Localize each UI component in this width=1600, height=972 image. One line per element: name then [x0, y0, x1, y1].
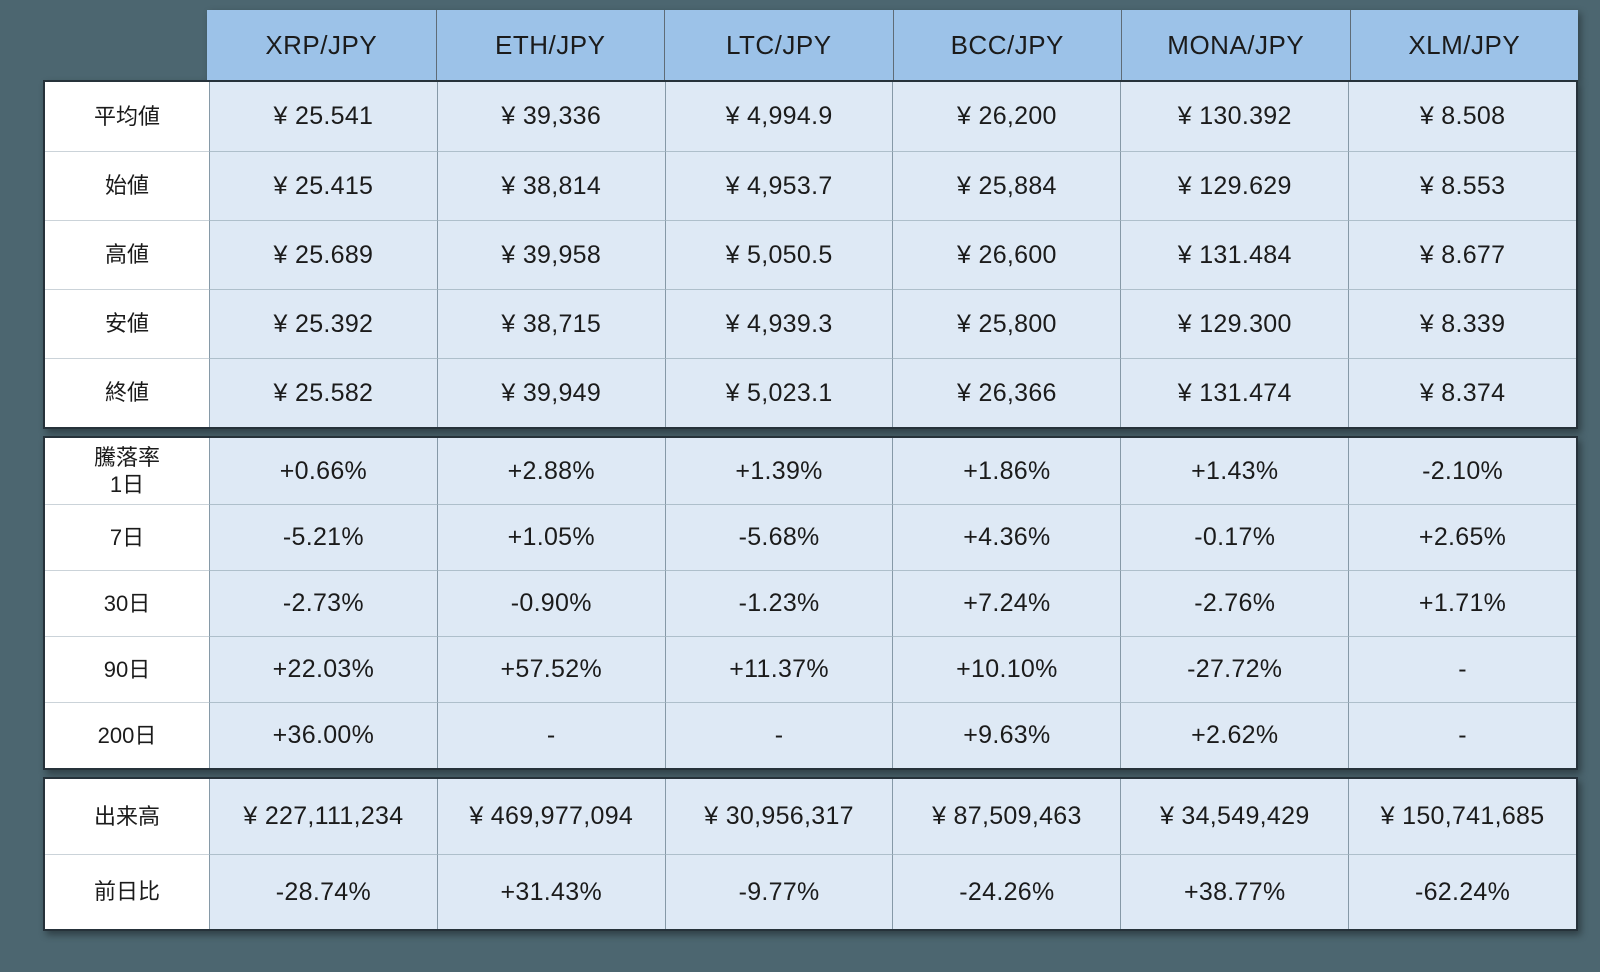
value-cell: +2.65%: [1348, 504, 1576, 570]
row-label: 騰落率 1日: [45, 438, 209, 504]
value-cell: ¥ 39,958: [436, 220, 665, 289]
value-cell: -0.90%: [436, 570, 665, 636]
value-cell: ¥ 227,111,234: [209, 779, 437, 854]
value-cell: ¥ 34,549,429: [1120, 779, 1349, 854]
value-cell: -28.74%: [209, 854, 437, 929]
column-header-eth-jpy: ETH/JPY: [435, 10, 664, 80]
value-cell: -: [1348, 702, 1576, 768]
value-cell: -5.68%: [664, 504, 893, 570]
value-cell: +1.05%: [436, 504, 665, 570]
value-cell: +0.66%: [209, 438, 437, 504]
value-cell: -: [664, 702, 893, 768]
column-header-ltc-jpy: LTC/JPY: [664, 10, 893, 80]
value-cell: ¥ 38,715: [436, 289, 665, 358]
value-cell: ¥ 8.374: [1348, 358, 1576, 427]
column-header-mona-jpy: MONA/JPY: [1121, 10, 1350, 80]
value-cell: +31.43%: [436, 854, 665, 929]
table-block-rates: 騰落率 1日 +0.66% +2.88% +1.39% +1.86% +1.43% -2.1…: [43, 436, 1578, 770]
row-label: 高値: [45, 220, 209, 289]
value-cell: +38.77%: [1120, 854, 1349, 929]
value-cell: ¥ 8.508: [1348, 82, 1576, 151]
value-cell: ¥ 130.392: [1120, 82, 1349, 151]
value-cell: -0.17%: [1120, 504, 1349, 570]
value-cell: ¥ 131.484: [1120, 220, 1349, 289]
value-cell: -9.77%: [664, 854, 893, 929]
value-cell: ¥ 25.541: [209, 82, 437, 151]
value-cell: ¥ 4,953.7: [664, 151, 893, 220]
value-cell: ¥ 26,600: [892, 220, 1121, 289]
value-cell: ¥ 5,050.5: [664, 220, 893, 289]
value-cell: +2.62%: [1120, 702, 1349, 768]
row-label: 始値: [45, 151, 209, 220]
value-cell: ¥ 25,884: [892, 151, 1121, 220]
value-cell: ¥ 26,200: [892, 82, 1121, 151]
crypto-price-table: XRP/JPY ETH/JPY LTC/JPY BCC/JPY MONA/JPY…: [43, 10, 1578, 931]
value-cell: ¥ 25.582: [209, 358, 437, 427]
value-cell: ¥ 25,800: [892, 289, 1121, 358]
value-cell: +7.24%: [892, 570, 1121, 636]
row-label: 終値: [45, 358, 209, 427]
value-cell: +57.52%: [436, 636, 665, 702]
value-cell: ¥ 39,949: [436, 358, 665, 427]
row-label: 安値: [45, 289, 209, 358]
row-label: 90日: [45, 636, 209, 702]
table-block-volume: 出来高 ¥ 227,111,234 ¥ 469,977,094 ¥ 30,956,31…: [43, 777, 1578, 931]
table-blocks: 平均値 ¥ 25.541 ¥ 39,336 ¥ 4,994.9 ¥ 26,200 ¥ 13…: [43, 80, 1578, 931]
value-cell: +36.00%: [209, 702, 437, 768]
row-label: 平均値: [45, 82, 209, 151]
value-cell: ¥ 150,741,685: [1348, 779, 1576, 854]
value-cell: -2.73%: [209, 570, 437, 636]
value-cell: +1.43%: [1120, 438, 1349, 504]
value-cell: +4.36%: [892, 504, 1121, 570]
value-cell: +9.63%: [892, 702, 1121, 768]
row-label: 出来高: [45, 779, 209, 854]
value-cell: +22.03%: [209, 636, 437, 702]
value-cell: -: [436, 702, 665, 768]
value-cell: +1.86%: [892, 438, 1121, 504]
column-header-xrp-jpy: XRP/JPY: [207, 10, 436, 80]
value-cell: -1.23%: [664, 570, 893, 636]
row-label: 前日比: [45, 854, 209, 929]
row-label: 7日: [45, 504, 209, 570]
value-cell: +10.10%: [892, 636, 1121, 702]
value-cell: ¥ 129.629: [1120, 151, 1349, 220]
value-cell: ¥ 4,939.3: [664, 289, 893, 358]
value-cell: -5.21%: [209, 504, 437, 570]
value-cell: ¥ 8.677: [1348, 220, 1576, 289]
value-cell: ¥ 8.553: [1348, 151, 1576, 220]
value-cell: -62.24%: [1348, 854, 1576, 929]
column-header-row: XRP/JPY ETH/JPY LTC/JPY BCC/JPY MONA/JPY…: [207, 10, 1578, 80]
row-label: 30日: [45, 570, 209, 636]
value-cell: +11.37%: [664, 636, 893, 702]
value-cell: ¥ 129.300: [1120, 289, 1349, 358]
value-cell: -: [1348, 636, 1576, 702]
column-header-xlm-jpy: XLM/JPY: [1349, 10, 1578, 80]
value-cell: ¥ 131.474: [1120, 358, 1349, 427]
value-cell: -2.10%: [1348, 438, 1576, 504]
value-cell: +2.88%: [436, 438, 665, 504]
value-cell: -24.26%: [892, 854, 1121, 929]
table-block-prices: 平均値 ¥ 25.541 ¥ 39,336 ¥ 4,994.9 ¥ 26,200 ¥ 13…: [43, 80, 1578, 429]
value-cell: +1.71%: [1348, 570, 1576, 636]
value-cell: -27.72%: [1120, 636, 1349, 702]
value-cell: ¥ 8.339: [1348, 289, 1576, 358]
value-cell: ¥ 4,994.9: [664, 82, 893, 151]
value-cell: ¥ 469,977,094: [436, 779, 665, 854]
value-cell: ¥ 25.392: [209, 289, 437, 358]
column-header-bcc-jpy: BCC/JPY: [892, 10, 1121, 80]
row-label: 200日: [45, 702, 209, 768]
value-cell: ¥ 5,023.1: [664, 358, 893, 427]
value-cell: +1.39%: [664, 438, 893, 504]
value-cell: ¥ 87,509,463: [892, 779, 1121, 854]
value-cell: ¥ 39,336: [436, 82, 665, 151]
value-cell: ¥ 25.415: [209, 151, 437, 220]
value-cell: ¥ 38,814: [436, 151, 665, 220]
value-cell: -2.76%: [1120, 570, 1349, 636]
value-cell: ¥ 25.689: [209, 220, 437, 289]
value-cell: ¥ 26,366: [892, 358, 1121, 427]
value-cell: ¥ 30,956,317: [664, 779, 893, 854]
